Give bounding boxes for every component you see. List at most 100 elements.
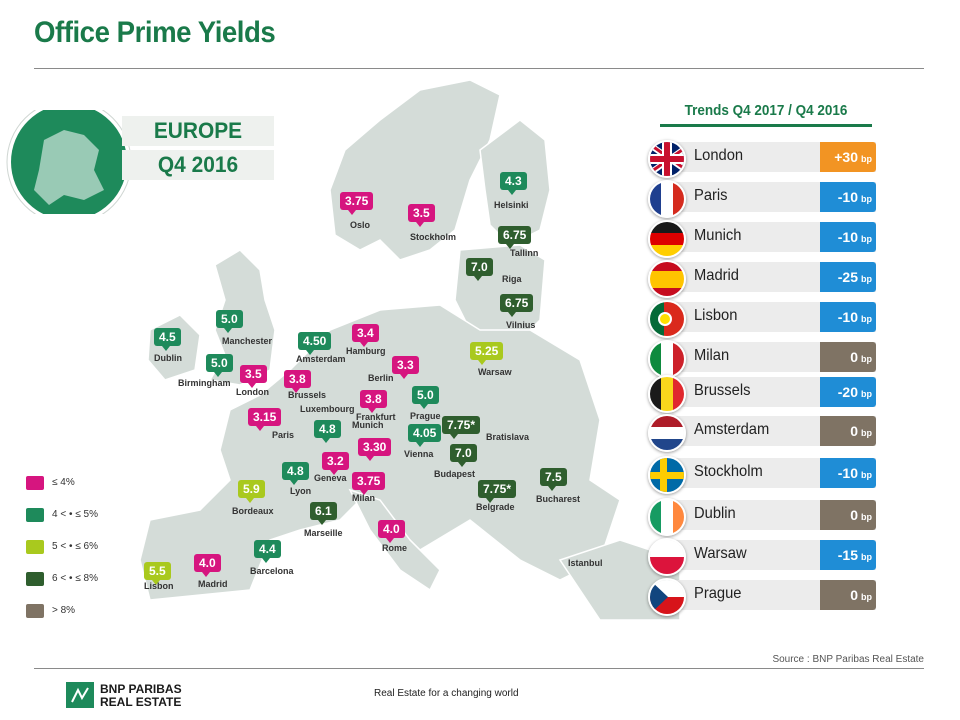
- trend-value-unit: bp: [861, 314, 872, 324]
- yield-badge-belgrade: 7.75*: [478, 480, 517, 503]
- city-label-munich: Munich: [352, 420, 384, 430]
- yield-badge-luxembourg: 4.8: [314, 420, 341, 443]
- city-label-bucharest: Bucharest: [536, 494, 581, 504]
- yield-badge-helsinki: 4.3: [500, 172, 527, 195]
- trend-value-unit: bp: [861, 354, 872, 364]
- trend-value-number: 0: [850, 349, 858, 365]
- trend-value: -10 bp: [820, 458, 876, 488]
- trend-row-dublin: Dublin 0 bp: [648, 498, 876, 536]
- trend-value-unit: bp: [861, 470, 872, 480]
- footer-divider: [34, 668, 924, 669]
- trend-value: -15 bp: [820, 540, 876, 570]
- yield-badge-birmingham: 5.0: [206, 354, 233, 377]
- flag-es-icon: [648, 260, 686, 298]
- yield-badge-lyon: 4.8: [282, 462, 309, 485]
- city-label-manchester: Manchester: [222, 336, 273, 346]
- yield-badge-amsterdam: 4.50: [298, 332, 332, 355]
- trend-value: -10 bp: [820, 182, 876, 212]
- trend-value: 0 bp: [820, 416, 876, 446]
- yield-badge-rome: 4.0: [378, 520, 405, 543]
- yield-badge-vilnius: 6.75: [500, 294, 534, 317]
- source-note: Source : BNP Paribas Real Estate: [772, 654, 924, 665]
- city-label-frankfurt: Frankfurt: [356, 412, 396, 422]
- yield-badge-barcelona: 4.4: [254, 540, 281, 563]
- legend-swatch: [26, 540, 44, 554]
- legend-label: 4 < • ≤ 5%: [52, 509, 98, 520]
- trend-value: -10 bp: [820, 222, 876, 252]
- city-label-luxembourg: Luxembourg: [300, 404, 355, 414]
- flag-fr-icon: [648, 180, 686, 218]
- yield-badge-brussels: 3.8: [284, 370, 311, 393]
- trend-value-number: -10: [837, 229, 858, 245]
- yield-badge-marseille: 6.1: [310, 502, 337, 525]
- city-label-birmingham: Birmingham: [178, 378, 231, 388]
- ireland-shape: [147, 314, 201, 381]
- trend-row-madrid: Madrid -25 bp: [648, 260, 876, 298]
- yield-badge-milan: 3.75: [352, 472, 386, 495]
- trend-value: +30 bp: [820, 142, 876, 172]
- trend-value-number: +30: [834, 149, 858, 165]
- trend-city-name: Milan: [694, 347, 730, 364]
- city-label-prague: Prague: [410, 411, 441, 421]
- flag-nl-icon: [648, 414, 686, 452]
- trend-row-prague: Prague 0 bp: [648, 578, 876, 616]
- yield-badge-madrid: 4.0: [194, 554, 221, 577]
- trend-city-name: Dublin: [694, 505, 736, 522]
- yield-badge-tallinn: 6.75: [498, 226, 532, 249]
- city-label-tallinn: Tallinn: [510, 248, 539, 258]
- trends-divider: [660, 124, 872, 127]
- trend-value: 0 bp: [820, 500, 876, 530]
- legend-label: > 8%: [52, 605, 76, 616]
- city-label-amsterdam: Amsterdam: [296, 354, 346, 364]
- trend-row-warsaw: Warsaw -15 bp: [648, 538, 876, 576]
- trend-value-unit: bp: [861, 512, 872, 522]
- period-label: Q4 2016: [122, 150, 274, 180]
- city-label-istanbul: Istanbul: [568, 558, 603, 568]
- trend-city-name: Prague: [694, 585, 742, 602]
- yield-badge-berlin: 3.3: [392, 356, 419, 379]
- yield-badge-geneva: 3.2: [322, 452, 349, 475]
- yield-badge-riga: 7.0: [466, 258, 493, 281]
- trend-value-unit: bp: [861, 234, 872, 244]
- trend-value-number: 0: [850, 507, 858, 523]
- trend-value-number: -10: [837, 189, 858, 205]
- city-label-rome: Rome: [382, 543, 408, 553]
- trend-row-milan: Milan 0 bp: [648, 340, 876, 378]
- logo-text: BNP PARIBAS REAL ESTATE: [100, 683, 182, 709]
- trend-value-number: 0: [850, 423, 858, 439]
- city-label-marseille: Marseille: [304, 528, 343, 538]
- flag-se-icon: [648, 456, 686, 494]
- city-label-vienna: Vienna: [404, 449, 434, 459]
- italy-shape: [348, 488, 441, 592]
- legend-swatch: [26, 572, 44, 586]
- trend-value-unit: bp: [861, 552, 872, 562]
- trend-row-paris: Paris -10 bp: [648, 180, 876, 218]
- flag-ie-icon: [648, 498, 686, 536]
- page-title: Office Prime Yields: [34, 16, 276, 49]
- trend-value: 0 bp: [820, 342, 876, 372]
- legend-swatch: [26, 604, 44, 618]
- yield-badge-dublin: 4.5: [154, 328, 181, 351]
- city-label-geneva: Geneva: [314, 473, 347, 483]
- city-label-riga: Riga: [502, 274, 522, 284]
- trend-city-name: Munich: [694, 227, 742, 244]
- trend-value-number: -15: [837, 547, 858, 563]
- trend-city-name: Brussels: [694, 382, 751, 399]
- yield-badge-stockholm: 3.5: [408, 204, 435, 227]
- yield-badge-warsaw: 5.25: [470, 342, 504, 365]
- flag-pl-icon: [648, 538, 686, 576]
- flag-uk-icon: [648, 140, 686, 178]
- legend-swatch: [26, 476, 44, 490]
- city-label-milan: Milan: [352, 493, 376, 503]
- trend-value-unit: bp: [861, 592, 872, 602]
- flag-be-icon: [648, 375, 686, 413]
- trend-value-unit: bp: [861, 389, 872, 399]
- yield-badge-manchester: 5.0: [216, 310, 243, 333]
- trend-value-unit: bp: [861, 274, 872, 284]
- city-label-stockholm: Stockholm: [410, 232, 457, 242]
- city-label-dublin: Dublin: [154, 353, 182, 363]
- yield-badge-vienna: 4.05: [408, 424, 442, 447]
- city-label-vilnius: Vilnius: [506, 320, 536, 330]
- yield-badge-lisbon: 5.5: [144, 562, 171, 585]
- flag-cz-icon: [648, 578, 686, 616]
